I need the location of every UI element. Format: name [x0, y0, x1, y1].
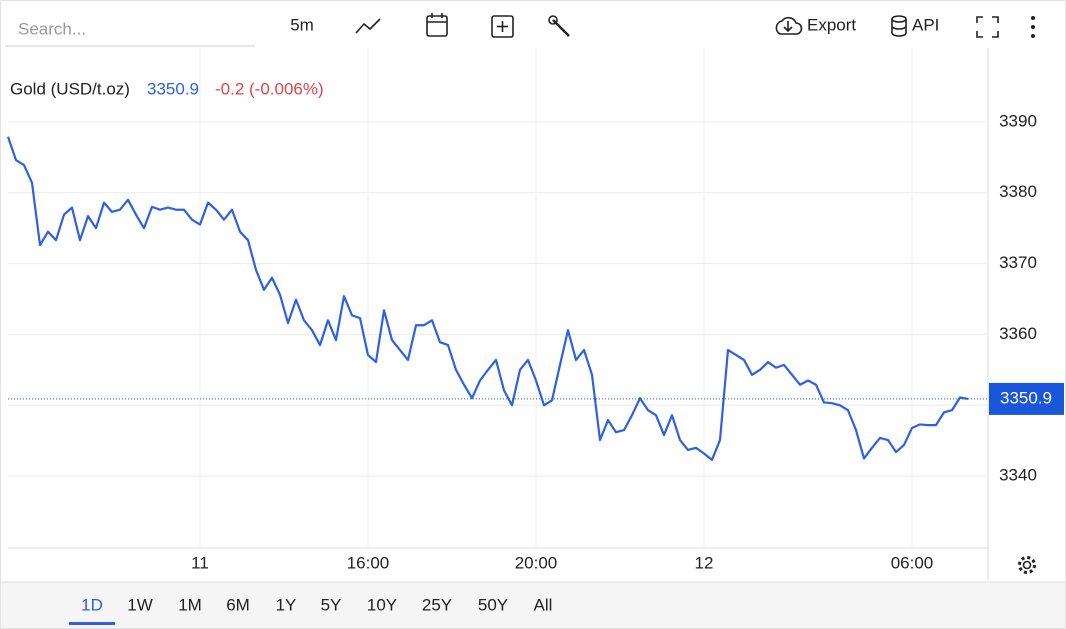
range-button[interactable]: 1D — [81, 595, 103, 614]
tools-icon[interactable] — [548, 15, 570, 37]
x-tick-label: 16:00 — [347, 553, 390, 572]
instrument-change: -0.2 (-0.006%) — [215, 79, 324, 98]
range-active-underline — [69, 622, 115, 625]
x-tick-label: 11 — [191, 553, 209, 572]
price-line — [6, 136, 969, 461]
export-button[interactable]: Export — [807, 15, 856, 34]
range-button[interactable]: 1W — [127, 595, 153, 614]
y-tick-label: 3340 — [999, 466, 1037, 485]
last-price-tag — [989, 382, 1064, 415]
search-box[interactable]: Search... — [18, 19, 86, 38]
range-button[interactable]: 25Y — [422, 595, 452, 614]
api-icon[interactable] — [891, 15, 907, 37]
plot — [6, 48, 989, 580]
fullscreen-icon[interactable] — [976, 16, 999, 38]
y-tick-label: 3390 — [999, 111, 1037, 130]
x-tick-label: 12 — [695, 553, 714, 572]
range-button[interactable]: 1M — [178, 595, 202, 614]
settings-icon[interactable] — [1018, 556, 1036, 574]
y-tick-label: 3360 — [999, 324, 1037, 343]
interval-button[interactable]: 5m — [290, 15, 314, 34]
range-button[interactable]: All — [534, 595, 553, 614]
last-price-label: 3350.9 — [1000, 388, 1052, 407]
instrument-name: Gold (USD/t.oz) — [10, 79, 130, 98]
export-icon[interactable] — [775, 16, 803, 35]
api-button[interactable]: API — [912, 15, 939, 34]
range-button[interactable]: 50Y — [478, 595, 508, 614]
x-tick-label: 06:00 — [891, 553, 934, 572]
y-tick-label: 3380 — [999, 182, 1037, 201]
range-bar — [1, 582, 1065, 628]
y-tick-label: 3370 — [999, 253, 1037, 272]
add-icon[interactable] — [491, 15, 514, 38]
range-button[interactable]: 6M — [226, 595, 250, 614]
calendar-icon[interactable] — [426, 13, 448, 37]
range-button[interactable]: 10Y — [367, 595, 397, 614]
menu-icon[interactable] — [1031, 16, 1035, 38]
range-button[interactable]: 5Y — [321, 595, 342, 614]
x-tick-label: 20:00 — [515, 553, 558, 572]
instrument-price: 3350.9 — [147, 79, 199, 98]
chart-type-icon[interactable] — [355, 18, 381, 34]
range-button[interactable]: 1Y — [276, 595, 297, 614]
